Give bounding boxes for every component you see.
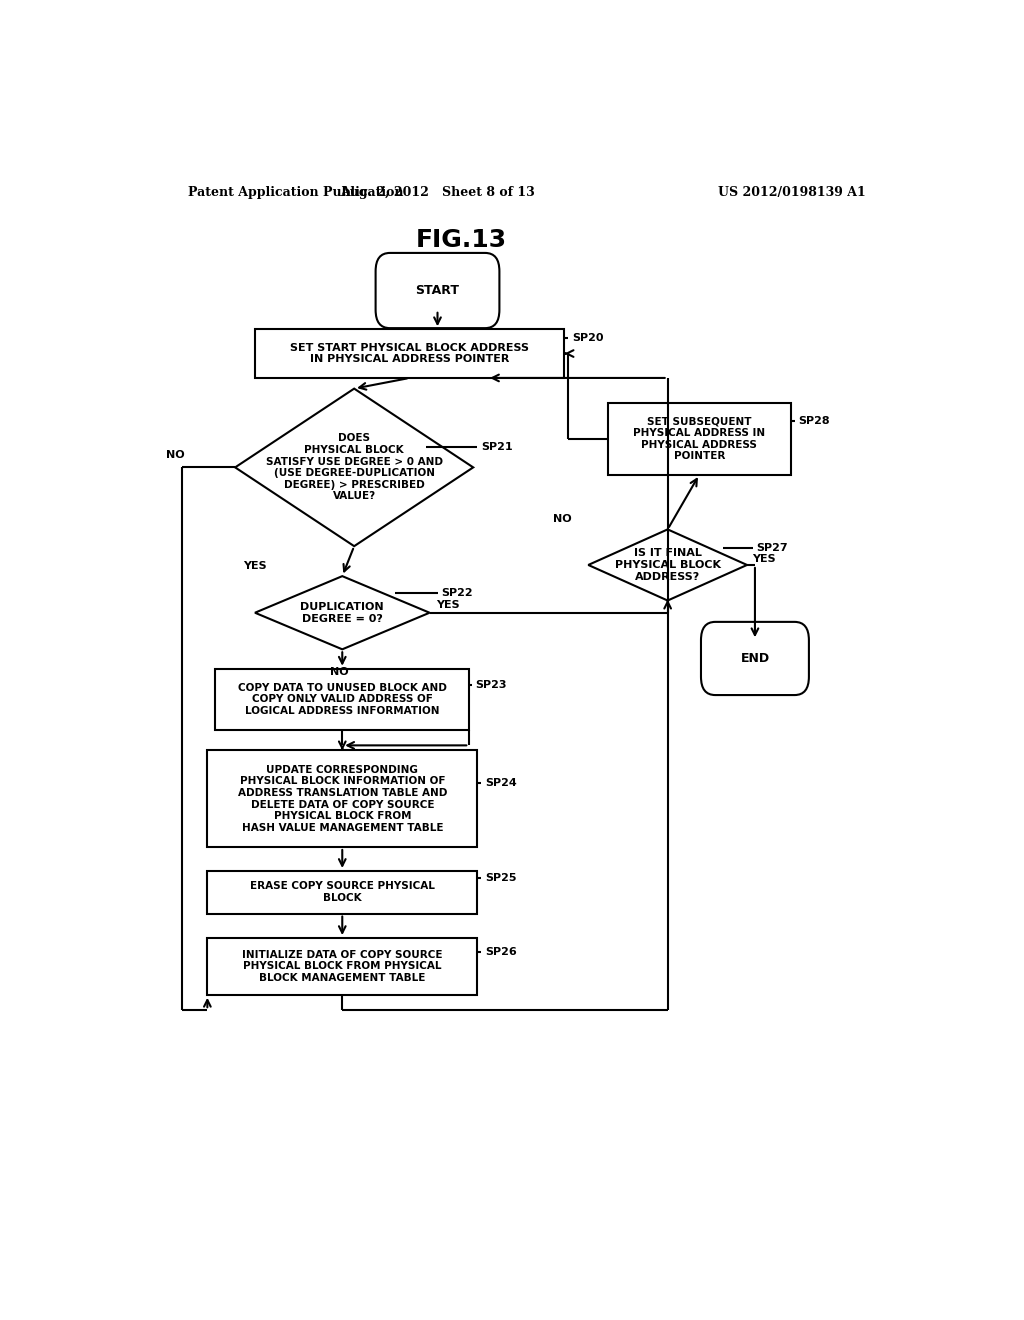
Text: SP24: SP24 <box>485 779 517 788</box>
Polygon shape <box>236 388 473 546</box>
Text: UPDATE CORRESPONDING
PHYSICAL BLOCK INFORMATION OF
ADDRESS TRANSLATION TABLE AND: UPDATE CORRESPONDING PHYSICAL BLOCK INFO… <box>238 764 446 833</box>
Text: COPY DATA TO UNUSED BLOCK AND
COPY ONLY VALID ADDRESS OF
LOGICAL ADDRESS INFORMA: COPY DATA TO UNUSED BLOCK AND COPY ONLY … <box>238 682 446 715</box>
FancyBboxPatch shape <box>255 329 564 378</box>
FancyBboxPatch shape <box>207 939 477 995</box>
Text: END: END <box>740 652 769 665</box>
Text: START: START <box>416 284 460 297</box>
Text: NO: NO <box>553 515 571 524</box>
Text: YES: YES <box>752 554 775 564</box>
FancyBboxPatch shape <box>215 669 469 730</box>
Text: NO: NO <box>166 450 184 461</box>
FancyBboxPatch shape <box>207 751 477 847</box>
Text: SP27: SP27 <box>757 543 788 553</box>
Text: US 2012/0198139 A1: US 2012/0198139 A1 <box>718 186 866 199</box>
FancyBboxPatch shape <box>376 253 500 329</box>
Text: DUPLICATION
DEGREE = 0?: DUPLICATION DEGREE = 0? <box>300 602 384 623</box>
FancyBboxPatch shape <box>207 871 477 913</box>
Text: Patent Application Publication: Patent Application Publication <box>188 186 403 199</box>
Text: SP21: SP21 <box>481 442 513 451</box>
Text: FIG.13: FIG.13 <box>416 228 507 252</box>
Text: INITIALIZE DATA OF COPY SOURCE
PHYSICAL BLOCK FROM PHYSICAL
BLOCK MANAGEMENT TAB: INITIALIZE DATA OF COPY SOURCE PHYSICAL … <box>242 950 442 983</box>
Text: SET SUBSEQUENT
PHYSICAL ADDRESS IN
PHYSICAL ADDRESS
POINTER: SET SUBSEQUENT PHYSICAL ADDRESS IN PHYSI… <box>633 417 766 461</box>
Text: Aug. 2, 2012   Sheet 8 of 13: Aug. 2, 2012 Sheet 8 of 13 <box>340 186 535 199</box>
Text: SP23: SP23 <box>475 680 507 690</box>
Text: SP26: SP26 <box>485 948 517 957</box>
Text: YES: YES <box>436 599 460 610</box>
Text: IS IT FINAL
PHYSICAL BLOCK
ADDRESS?: IS IT FINAL PHYSICAL BLOCK ADDRESS? <box>614 548 721 582</box>
Text: NO: NO <box>331 667 349 677</box>
Text: DOES
PHYSICAL BLOCK
SATISFY USE DEGREE > 0 AND
(USE DEGREE-DUPLICATION
DEGREE) >: DOES PHYSICAL BLOCK SATISFY USE DEGREE >… <box>265 433 442 502</box>
Text: SP20: SP20 <box>572 334 604 343</box>
Polygon shape <box>588 529 748 601</box>
FancyBboxPatch shape <box>701 622 809 696</box>
FancyBboxPatch shape <box>608 404 791 474</box>
Text: SP28: SP28 <box>799 416 830 425</box>
Text: YES: YES <box>243 561 266 572</box>
Text: ERASE COPY SOURCE PHYSICAL
BLOCK: ERASE COPY SOURCE PHYSICAL BLOCK <box>250 882 435 903</box>
Text: SET START PHYSICAL BLOCK ADDRESS
IN PHYSICAL ADDRESS POINTER: SET START PHYSICAL BLOCK ADDRESS IN PHYS… <box>290 343 529 364</box>
Text: SP25: SP25 <box>485 873 517 883</box>
Polygon shape <box>255 576 430 649</box>
Text: SP22: SP22 <box>441 589 473 598</box>
